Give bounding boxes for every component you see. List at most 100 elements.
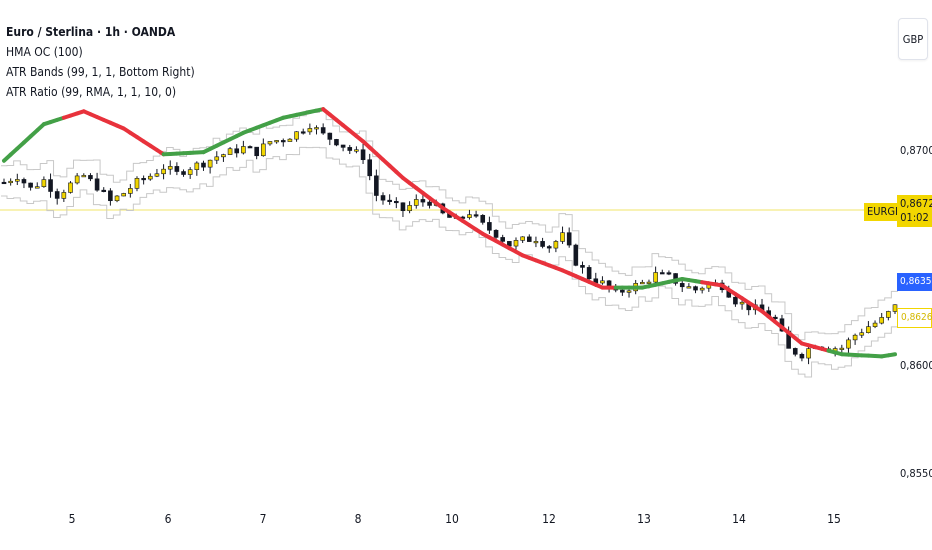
atr-bands xyxy=(1,109,898,378)
candle-body xyxy=(500,237,505,242)
candle-body xyxy=(586,267,592,280)
candle-body xyxy=(513,240,519,247)
candle-body xyxy=(686,286,692,289)
candle-body xyxy=(879,317,885,324)
candle-body xyxy=(374,175,379,196)
candle-body xyxy=(487,222,492,231)
candle-body xyxy=(866,326,871,334)
candle-body xyxy=(267,141,273,145)
x-tick-label: 14 xyxy=(732,512,746,526)
candle-body xyxy=(174,166,180,172)
candle-body xyxy=(413,199,419,206)
candle-body xyxy=(287,138,293,142)
x-tick-label: 10 xyxy=(445,512,459,526)
candle-body xyxy=(520,236,525,241)
candle-body xyxy=(699,287,705,291)
candle-body xyxy=(626,290,632,293)
candle-body xyxy=(74,175,80,184)
candle-body xyxy=(394,200,399,204)
candle-body xyxy=(68,182,73,193)
candle-body xyxy=(387,199,392,202)
candle-body xyxy=(221,154,226,158)
atr-band-upper xyxy=(1,109,898,341)
candle-body xyxy=(533,241,539,244)
x-tick-label: 6 xyxy=(164,512,172,526)
candle-body xyxy=(181,171,186,175)
candle-body xyxy=(859,332,865,336)
last-price-tag: 0,86722 01:02 xyxy=(897,195,932,227)
candle-body xyxy=(274,140,279,143)
candle-body xyxy=(407,205,412,212)
candle-body xyxy=(546,246,552,249)
candle-body xyxy=(360,149,366,161)
candle-body xyxy=(679,283,685,288)
x-tick-label: 7 xyxy=(259,512,267,526)
candles xyxy=(1,123,898,365)
candle-body xyxy=(141,178,146,181)
candle-body xyxy=(739,301,745,305)
candle-body xyxy=(327,132,333,140)
candle-body xyxy=(846,339,851,349)
candle-body xyxy=(653,272,658,283)
candle-body xyxy=(307,128,313,133)
x-tick-label: 5 xyxy=(68,512,76,526)
candle-body xyxy=(114,195,120,202)
candle-body xyxy=(294,131,299,140)
candle-body xyxy=(14,179,20,182)
candle-body xyxy=(420,199,426,203)
candle-body xyxy=(194,162,200,170)
legend-title[interactable]: Euro / Sterlina · 1h · OANDA xyxy=(6,25,176,39)
candle-body xyxy=(300,131,306,134)
candle-body xyxy=(254,146,259,157)
x-tick-label: 13 xyxy=(637,512,651,526)
candle-body xyxy=(659,272,665,275)
candle-body xyxy=(526,236,532,242)
bar-countdown: 01:02 xyxy=(900,211,929,224)
candle-body xyxy=(600,280,605,284)
legend-atr-ratio[interactable]: ATR Ratio (99, RMA, 1, 1, 10, 0) xyxy=(6,85,177,99)
candle-body xyxy=(128,188,133,194)
candle-body xyxy=(646,281,652,284)
candle-body xyxy=(693,286,698,291)
candle-body xyxy=(261,143,266,157)
candle-body xyxy=(88,175,93,180)
candle-body xyxy=(34,186,40,189)
candle-body xyxy=(380,195,386,201)
candle-body xyxy=(207,159,213,168)
candle-body xyxy=(28,182,33,188)
y-tick-label: 0,85500 xyxy=(900,467,932,480)
candle-body xyxy=(48,179,53,192)
candle-body xyxy=(852,334,858,341)
candle-body xyxy=(792,348,798,355)
candle-body xyxy=(81,175,87,178)
legend-atr-bands[interactable]: ATR Bands (99, 1, 1, Bottom Right) xyxy=(6,65,195,79)
x-tick-label: 8 xyxy=(354,512,362,526)
candle-body xyxy=(54,191,60,199)
candle-body xyxy=(347,147,353,151)
candle-body xyxy=(427,201,432,206)
candle-body xyxy=(799,353,805,359)
candle-body xyxy=(553,241,559,249)
candle-body xyxy=(806,348,811,359)
candle-body xyxy=(872,322,878,327)
candle-body xyxy=(201,162,206,168)
candle-body xyxy=(1,181,7,185)
outline-price-tag: 0,86268 xyxy=(897,308,932,328)
chart-legend: Euro / Sterlina · 1h · OANDA HMA OC (100… xyxy=(6,22,195,102)
candle-body xyxy=(473,214,479,217)
candle-body xyxy=(334,139,339,146)
candle-body xyxy=(733,296,738,305)
candle-body xyxy=(134,178,140,189)
candle-body xyxy=(354,149,359,152)
candle-body xyxy=(167,166,173,170)
candle-body xyxy=(573,244,579,266)
candle-body xyxy=(280,140,286,143)
candle-body xyxy=(540,241,545,247)
currency-button[interactable]: GBP xyxy=(898,18,928,60)
candle-body xyxy=(886,311,891,318)
candle-body xyxy=(214,156,220,161)
legend-hma[interactable]: HMA OC (100) xyxy=(6,45,83,59)
candle-body xyxy=(41,179,47,187)
